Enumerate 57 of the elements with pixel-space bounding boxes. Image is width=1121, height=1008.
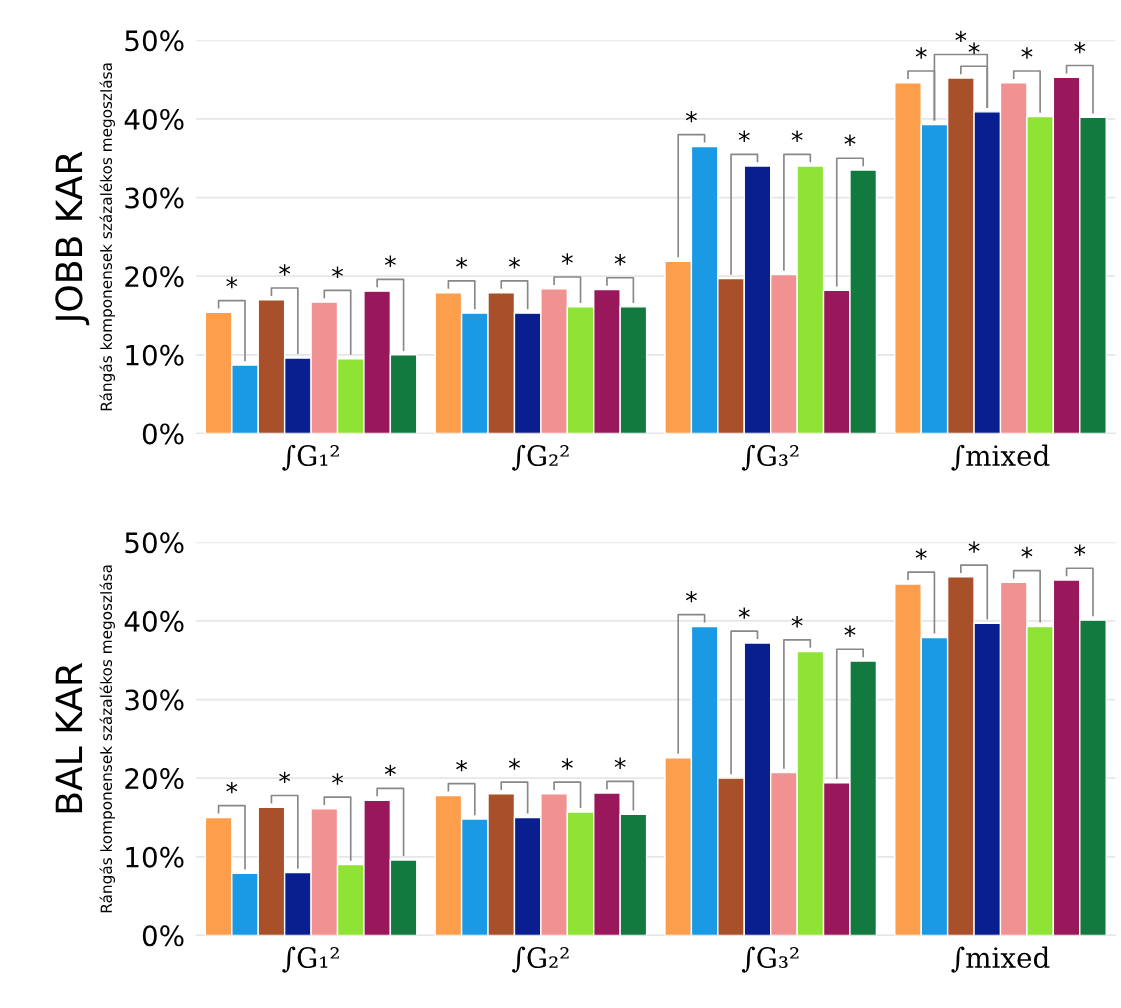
- annotation: *: [738, 607, 750, 619]
- y-tick-label: 0%: [142, 925, 184, 947]
- y-tick-label: 10%: [126, 344, 184, 366]
- annotation: *: [332, 266, 344, 278]
- annotation: *: [508, 758, 520, 770]
- annotation: *: [384, 255, 396, 267]
- x-tick-label: ∫mixed: [951, 946, 1050, 973]
- y-tick-label: 0%: [142, 423, 184, 445]
- annotation: *: [614, 757, 626, 769]
- annotation: *: [561, 253, 573, 265]
- annotation: *: [614, 254, 626, 266]
- x-tick-label: ∫G₁²: [282, 444, 339, 471]
- text: JOBB KAR: [55, 151, 90, 326]
- annotation: *: [968, 42, 980, 54]
- y-tick-label: 20%: [125, 266, 184, 288]
- annotation: *: [1074, 544, 1086, 556]
- annotation: *: [844, 134, 856, 146]
- x-tick-label: ∫G₃²: [741, 444, 799, 471]
- annotation: *: [508, 257, 520, 269]
- y-tick-label: 30%: [125, 187, 184, 209]
- annotation: *: [738, 130, 750, 142]
- x-tick-label: ∫G₂²: [512, 946, 569, 973]
- annotation: *: [279, 264, 291, 276]
- x-tick-label: ∫G₁²: [282, 946, 339, 973]
- annotation: *: [456, 759, 468, 772]
- y-tick-label: 30%: [125, 689, 184, 711]
- y-axis-title: Rángás komponensek százalékos megoszlása: [99, 565, 115, 913]
- y-tick-label: 40%: [124, 610, 184, 632]
- y-tick-label: 50%: [125, 532, 184, 554]
- annotation: *: [844, 625, 856, 637]
- annotation: *: [685, 590, 697, 603]
- annotation: *: [384, 764, 396, 777]
- x-tick-label: ∫G₂²: [512, 444, 569, 471]
- annotation: *: [1074, 41, 1086, 54]
- annotation: *: [791, 130, 803, 142]
- y-tick-label: 10%: [126, 846, 184, 868]
- annotation: *: [1021, 47, 1033, 59]
- annotation: *: [561, 758, 573, 770]
- annotation: *: [1021, 546, 1033, 559]
- x-tick-label: ∫mixed: [951, 444, 1050, 471]
- annotation: *: [915, 47, 927, 59]
- y-axis-title: Rángás komponensek százalékos megoszlása: [99, 63, 115, 411]
- annotation: *: [456, 257, 468, 269]
- annotation: *: [791, 616, 803, 628]
- x-tick-label: ∫G₃²: [741, 946, 799, 973]
- y-tick-label: 40%: [124, 108, 184, 130]
- annotation: *: [968, 541, 980, 553]
- annotation: *: [685, 110, 697, 123]
- annotation: *: [279, 771, 291, 784]
- y-tick-label: 20%: [125, 768, 184, 790]
- y-tick-label: 50%: [125, 30, 184, 52]
- annotation: *: [915, 548, 927, 560]
- annotation: *: [226, 781, 238, 794]
- annotation: *: [226, 276, 238, 289]
- annotation: *: [332, 773, 344, 785]
- text: BAL KAR: [55, 662, 83, 813]
- annotation: *: [955, 30, 967, 43]
